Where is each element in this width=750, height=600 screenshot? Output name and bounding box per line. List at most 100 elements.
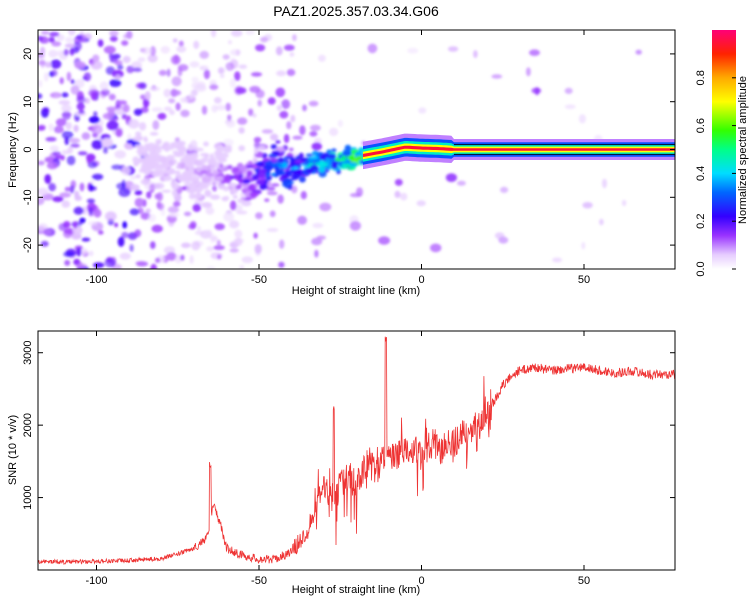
spectrogram-cell: [88, 206, 93, 216]
spectrogram-cell: [222, 138, 234, 147]
spectrogram-cell: [234, 229, 243, 239]
spectrogram-cell: [134, 190, 143, 196]
spectrogram-cell: [174, 254, 182, 264]
spectrogram-signal-cell: [186, 161, 191, 166]
spectrogram-cell: [92, 54, 100, 63]
spectrogram-cell: [239, 264, 245, 269]
spectrogram-cell: [564, 104, 576, 110]
spectrogram-cell: [144, 91, 151, 101]
spectrogram-signal-cell: [180, 162, 186, 170]
spectrogram-signal-cell: [249, 192, 259, 197]
spectrogram-cell: [97, 39, 104, 47]
snr-line: [38, 336, 675, 565]
spectrogram-cell: [205, 229, 213, 239]
spectrogram-signal-cell: [331, 160, 339, 165]
spectrogram-cell: [115, 74, 121, 80]
spectrogram-cell: [171, 76, 182, 87]
spectrogram-cell: [44, 174, 51, 184]
spectrogram-cell: [201, 105, 208, 115]
spectrogram-cell: [126, 30, 133, 40]
spectrogram-cell: [79, 217, 86, 224]
spectrogram-ridge: [363, 133, 675, 170]
spectrogram-cell: [139, 122, 147, 131]
spectrogram-signal-cell: [199, 184, 209, 190]
spectrogram-cell: [61, 92, 69, 98]
spectrogram-signal-cell: [318, 170, 327, 178]
spectrogram-cell: [49, 145, 59, 152]
spectrogram-signal-cell: [238, 177, 244, 184]
spectrogram-signal-cell: [168, 159, 174, 166]
spectrogram-signal-cell: [305, 153, 314, 157]
spectrogram-signal-cell: [248, 184, 257, 191]
spectrogram-cell: [150, 46, 156, 56]
spectrogram-cell: [149, 86, 161, 92]
spectrogram-signal-cell: [135, 174, 141, 179]
spectrogram-cell: [107, 108, 115, 119]
spectrogram-cell: [356, 187, 363, 197]
spectrogram-signal-cell: [355, 155, 364, 161]
spectrogram-cell: [189, 255, 194, 264]
spectrogram-signal-cell: [281, 173, 290, 179]
snr-x-tick-label: 50: [578, 575, 590, 587]
spectrogram-cell: [122, 55, 131, 64]
spectrogram-cell: [56, 34, 65, 41]
snr-series: [38, 336, 675, 565]
spectrogram-cell: [38, 80, 43, 88]
spectrogram-cell: [235, 87, 247, 94]
spectrogram-cell: [59, 77, 64, 85]
spectrogram-cell: [416, 200, 426, 207]
spectrogram-cell: [177, 67, 183, 77]
spectrogram-cell: [38, 187, 49, 196]
spectrogram-cell: [213, 245, 225, 251]
spectrogram-cell: [178, 40, 184, 47]
spectrogram-cell: [266, 228, 279, 232]
spectrogram-cell: [117, 236, 125, 247]
spectrogram-cell: [81, 132, 91, 140]
spectrogram-signal-cell: [146, 142, 156, 149]
spectrogram-cell: [119, 252, 131, 260]
spectrogram-cell: [58, 223, 67, 231]
spectrogram-cell: [109, 30, 119, 37]
spectrogram-signal-cell: [194, 147, 204, 152]
colorbar-tick-label: 0.4: [695, 166, 707, 181]
spectrogram-signal-cell: [238, 165, 248, 173]
spectrogram-signal-cell: [217, 185, 226, 190]
colorbar-gradient: [712, 30, 736, 269]
spectrogram-signal-cell: [214, 155, 222, 159]
spectrogram-cell: [61, 130, 74, 140]
spectrogram-cell: [121, 231, 129, 239]
spectrogram-cell: [201, 202, 213, 208]
spectrogram-signal-cell: [135, 131, 142, 137]
spectrogram-cell: [269, 210, 276, 218]
snr-y-tick-label: 3000: [22, 340, 34, 364]
spectrogram-signal-cell: [195, 179, 200, 186]
spectrogram-signal-cell: [331, 163, 338, 169]
spectrogram-cell: [106, 120, 119, 131]
spectrogram-signal-cell: [133, 162, 139, 167]
spectrogram-cell: [79, 182, 85, 192]
spectrogram-cell: [171, 90, 182, 96]
spectrogram-cell: [129, 244, 134, 252]
spectrogram-signal-cell: [136, 149, 146, 154]
spectrogram-cell: [48, 49, 58, 58]
spectrogram-cell: [300, 191, 307, 200]
spectrogram-cell: [111, 164, 123, 170]
spectrogram-cell: [75, 34, 83, 40]
spectrogram-signal-cell: [177, 140, 186, 146]
spectrogram-signal-cell: [183, 182, 193, 186]
spectrogram-cell: [447, 46, 459, 52]
spectrogram-cell: [152, 120, 160, 130]
spectrogram-cell: [314, 249, 319, 258]
spectrogram-cell: [163, 246, 176, 255]
spectrogram-cell: [176, 45, 187, 53]
spectrogram-cell: [407, 47, 419, 54]
spectrogram-signal-cell: [258, 169, 264, 173]
spectrogram-signal-cell: [275, 146, 285, 153]
spectrogram-cell: [53, 93, 60, 98]
spectrogram-signal-cell: [259, 183, 268, 190]
spectrogram-signal-cell: [271, 150, 280, 156]
spectrogram-cell: [445, 173, 457, 183]
spectrogram-cell: [180, 97, 189, 103]
spectrogram-y-ticks: -20 -10 0 10 20: [22, 48, 675, 253]
spectrogram-cell: [50, 69, 58, 77]
